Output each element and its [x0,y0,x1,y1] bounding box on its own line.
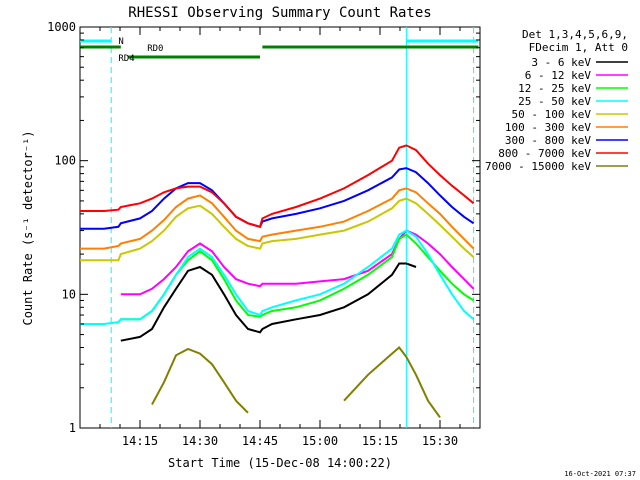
x-tick-label: 14:15 [122,434,158,448]
series-line-6 [80,187,475,250]
legend-header-line2: FDecim 1, Att 0 [529,41,628,54]
status-bar-label: N [118,37,123,47]
y-axis-label: Count Rate (s⁻¹ detector⁻¹) [21,130,35,325]
series-line-5 [80,197,475,262]
legend: Det 1,3,4,5,6,9, FDecim 1, Att 0 3 - 6 k… [485,28,628,173]
legend-label: 12 - 25 keV [518,82,591,95]
x-axis-ticks: 14:15 14:30 14:45 15:00 15:15 15:30 [79,27,461,448]
series-line-9 [151,346,441,418]
x-tick-label: 15:30 [422,434,458,448]
series-line-2 [120,229,475,296]
x-tick-label: 15:15 [362,434,398,448]
x-axis-label: Start Time (15-Dec-08 14:00:22) [168,456,392,470]
x-tick-label: 15:00 [302,434,338,448]
legend-label: 25 - 50 keV [518,95,591,108]
legend-header-line1: Det 1,3,4,5,6,9, [522,28,628,41]
timestamp: 16-Oct-2021 07:37 [564,470,636,478]
series-line-7 [80,167,475,230]
y-tick-label: 10 [62,287,76,301]
y-tick-label: 100 [54,154,76,168]
chart-title: RHESSI Observing Summary Count Rates [128,5,431,21]
y-axis-ticks: 1 10 100 1000 [47,20,480,435]
series-line-8 [80,144,475,229]
legend-label: 6 - 12 keV [525,69,592,82]
status-bar-label: RD4 [118,54,134,64]
legend-label: 100 - 300 keV [505,121,591,134]
legend-label: 300 - 800 keV [505,134,591,147]
plot-area: N RD0 RD4 [79,26,481,429]
y-tick-label: 1 [69,421,76,435]
legend-label: 7000 - 15000 keV [485,160,591,173]
x-tick-label: 14:30 [182,434,218,448]
series-line-1 [120,262,417,342]
x-tick-label: 14:45 [242,434,278,448]
legend-label: 50 - 100 keV [512,108,592,121]
plot-frame [79,26,481,429]
series-line-4 [80,229,475,325]
status-bar-label: RD0 [147,44,163,54]
y-tick-label: 1000 [47,20,76,34]
legend-label: 3 - 6 keV [531,56,591,69]
legend-label: 800 - 7000 keV [498,147,591,160]
